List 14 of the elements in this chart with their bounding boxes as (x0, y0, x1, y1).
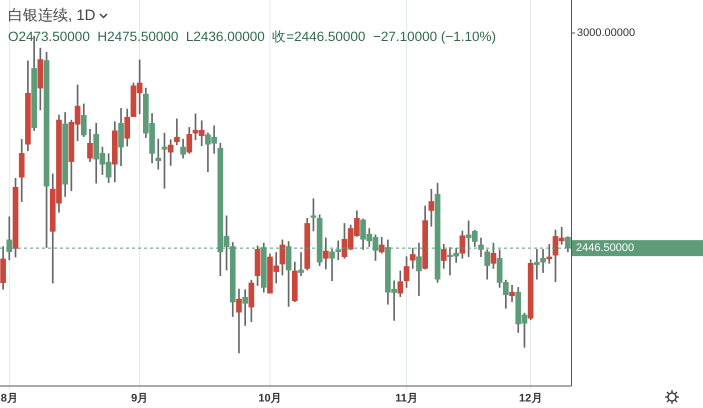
x-tick-label: 10月 (258, 392, 282, 405)
candlestick (298, 252, 304, 276)
x-tick-label: 9月 (131, 392, 148, 405)
candlestick (310, 198, 316, 232)
x-tick-label: 11月 (395, 392, 418, 405)
text: 2446.50000 (576, 242, 634, 254)
candlestick (509, 284, 515, 302)
x-tick-label: 12月 (519, 392, 542, 405)
text: 3000.00000 (577, 27, 636, 40)
x-tick-label: 8月 (0, 392, 18, 405)
chart-title: 白银连续, 1D (8, 6, 96, 25)
candlestick (162, 132, 168, 189)
chart-subtitle: O2473.50000 H2475.50000 L2436.00000 收=2446.50000 −27.10000 (−1.10%) (8, 28, 496, 46)
candlestick (236, 288, 242, 354)
